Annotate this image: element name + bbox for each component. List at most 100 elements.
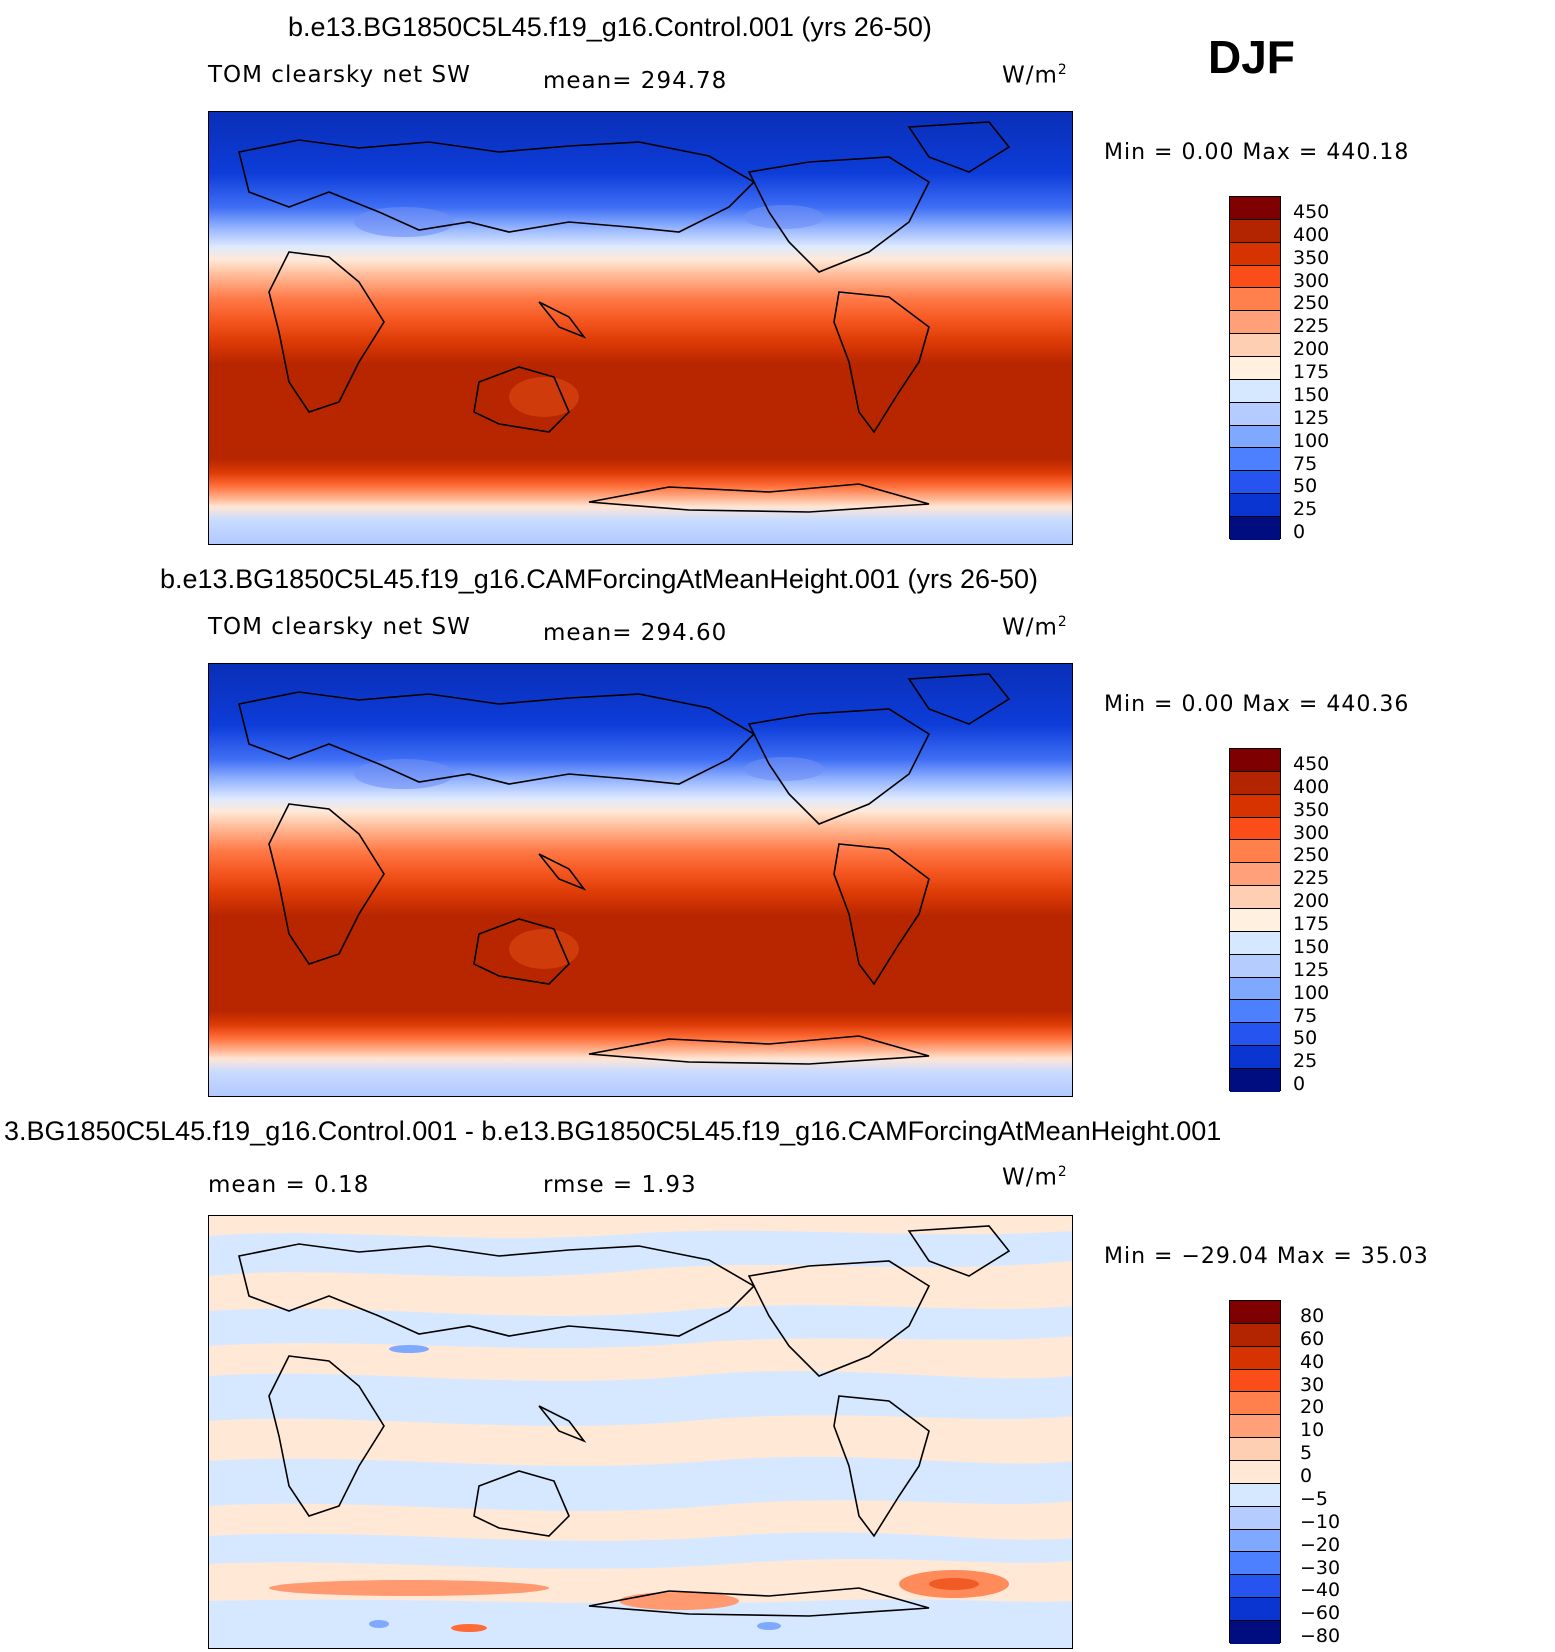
colorbar-swatch [1230,1046,1280,1070]
colorbar-swatch [1230,1438,1280,1462]
colorbar-label: 150 [1293,935,1330,958]
colorbar-swatch [1230,1069,1280,1092]
colorbar-swatch [1230,288,1280,312]
colorbar-swatch [1230,1392,1280,1416]
colorbar-swatch [1230,931,1280,955]
colorbar-swatch [1230,471,1280,495]
colorbar-swatch [1230,219,1280,243]
panel-2-colorbar [1229,748,1281,1092]
colorbar-label: 10 [1300,1419,1325,1442]
panel-1-mean: mean= 294.78 [543,68,728,94]
colorbar-swatch [1230,1023,1280,1047]
colorbar-swatch [1230,817,1280,841]
colorbar-swatch [1230,954,1280,978]
colorbar-label: −5 [1300,1487,1329,1510]
panel-3-rmse: rmse = 1.93 [543,1172,697,1198]
colorbar-label: 125 [1293,958,1330,981]
colorbar-swatch [1230,1415,1280,1439]
colorbar-label: −20 [1300,1533,1341,1556]
colorbar-label: 5 [1300,1442,1313,1465]
colorbar-swatch [1230,425,1280,449]
colorbar-label: 20 [1300,1396,1325,1419]
colorbar-label: 200 [1293,338,1330,361]
colorbar-label: 60 [1300,1327,1325,1350]
colorbar-label: 450 [1293,201,1330,223]
panel-1-units: W/m2 [1002,62,1068,89]
panel-2-title: b.e13.BG1850C5L45.f19_g16.CAMForcingAtMe… [160,564,1039,594]
season-label: DJF [1208,31,1295,83]
colorbar-swatch [1230,448,1280,472]
colorbar-label: −30 [1300,1556,1341,1579]
colorbar-swatch [1230,1323,1280,1347]
colorbar-swatch [1230,886,1280,910]
colorbar-swatch [1230,1598,1280,1622]
colorbar-swatch [1230,1369,1280,1393]
colorbar-swatch [1230,517,1280,540]
colorbar-swatch [1230,311,1280,335]
panel-1-colorbar-labels: 450 400 350 300 250 225 200 175 150 125 100 75 50 25 0 [1293,196,1353,543]
colorbar-label: −80 [1300,1625,1341,1648]
colorbar-swatch [1230,771,1280,795]
colorbar-swatch [1230,840,1280,864]
colorbar-swatch [1230,402,1280,426]
colorbar-swatch [1230,379,1280,403]
colorbar-label: 300 [1293,821,1330,844]
panel-1-variable: TOM clearsky net SW [208,62,471,88]
colorbar-swatch [1230,749,1280,772]
colorbar-label: 400 [1293,223,1330,246]
colorbar-label: 0 [1293,521,1306,544]
colorbar-label: 0 [1300,1465,1313,1488]
panel-2-colorbar-labels: 450 400 350 300 250 225 200 175 150 125 100 75 50 25 0 [1293,748,1353,1095]
colorbar-label: 0 [1293,1073,1306,1096]
panel-3-minmax: Min = −29.04 Max = 35.03 [1104,1244,1429,1269]
colorbar-label: 100 [1293,981,1330,1004]
colorbar-swatch [1230,1301,1280,1324]
colorbar-label: 80 [1300,1305,1325,1327]
panel-1-minmax: Min = 0.00 Max = 440.18 [1104,140,1410,165]
panel-3-map [208,1215,1073,1649]
panel-1-map [208,111,1073,545]
panel-2-mean: mean= 294.60 [543,620,728,646]
colorbar-swatch [1230,1461,1280,1484]
colorbar-label: 350 [1293,246,1330,269]
colorbar-label: 150 [1293,383,1330,406]
colorbar-label: −40 [1300,1579,1341,1602]
colorbar-label: 25 [1293,498,1318,521]
colorbar-swatch [1230,1506,1280,1530]
panel-3-units: W/m2 [1002,1164,1068,1191]
panel-2-variable: TOM clearsky net SW [208,614,471,640]
panel-2-map [208,663,1073,1097]
colorbar-swatch [1230,863,1280,887]
colorbar-swatch [1230,1000,1280,1024]
colorbar-label: 250 [1293,292,1330,315]
colorbar-swatch [1230,334,1280,358]
colorbar-label: 25 [1293,1050,1318,1073]
colorbar-label: 175 [1293,913,1330,936]
colorbar-swatch [1230,357,1280,380]
colorbar-swatch [1230,1621,1280,1644]
colorbar-swatch [1230,794,1280,818]
colorbar-label: 50 [1293,1027,1318,1050]
colorbar-label: 75 [1293,452,1318,475]
colorbar-label: 30 [1300,1373,1325,1396]
colorbar-label: 350 [1293,798,1330,821]
colorbar-label: 200 [1293,890,1330,913]
colorbar-label: 450 [1293,753,1330,775]
colorbar-label: 125 [1293,406,1330,429]
colorbar-label: 300 [1293,269,1330,292]
panel-3-mean: mean = 0.18 [208,1172,370,1198]
colorbar-swatch [1230,1575,1280,1599]
colorbar-label: 40 [1300,1350,1325,1373]
colorbar-label: 225 [1293,315,1330,338]
colorbar-label: 175 [1293,361,1330,384]
panel-2-units: W/m2 [1002,614,1068,641]
panel-3-colorbar-labels: 80 60 40 30 20 10 5 0 −5 −10 −20 −30 −40 −60 −80 [1300,1300,1370,1647]
colorbar-swatch [1230,977,1280,1001]
panel-2-minmax: Min = 0.00 Max = 440.36 [1104,692,1410,717]
colorbar-label: −60 [1300,1602,1341,1625]
colorbar-swatch [1230,197,1280,220]
colorbar-label: −10 [1300,1510,1341,1533]
colorbar-label: 50 [1293,475,1318,498]
colorbar-swatch [1230,1483,1280,1507]
colorbar-label: 100 [1293,429,1330,452]
